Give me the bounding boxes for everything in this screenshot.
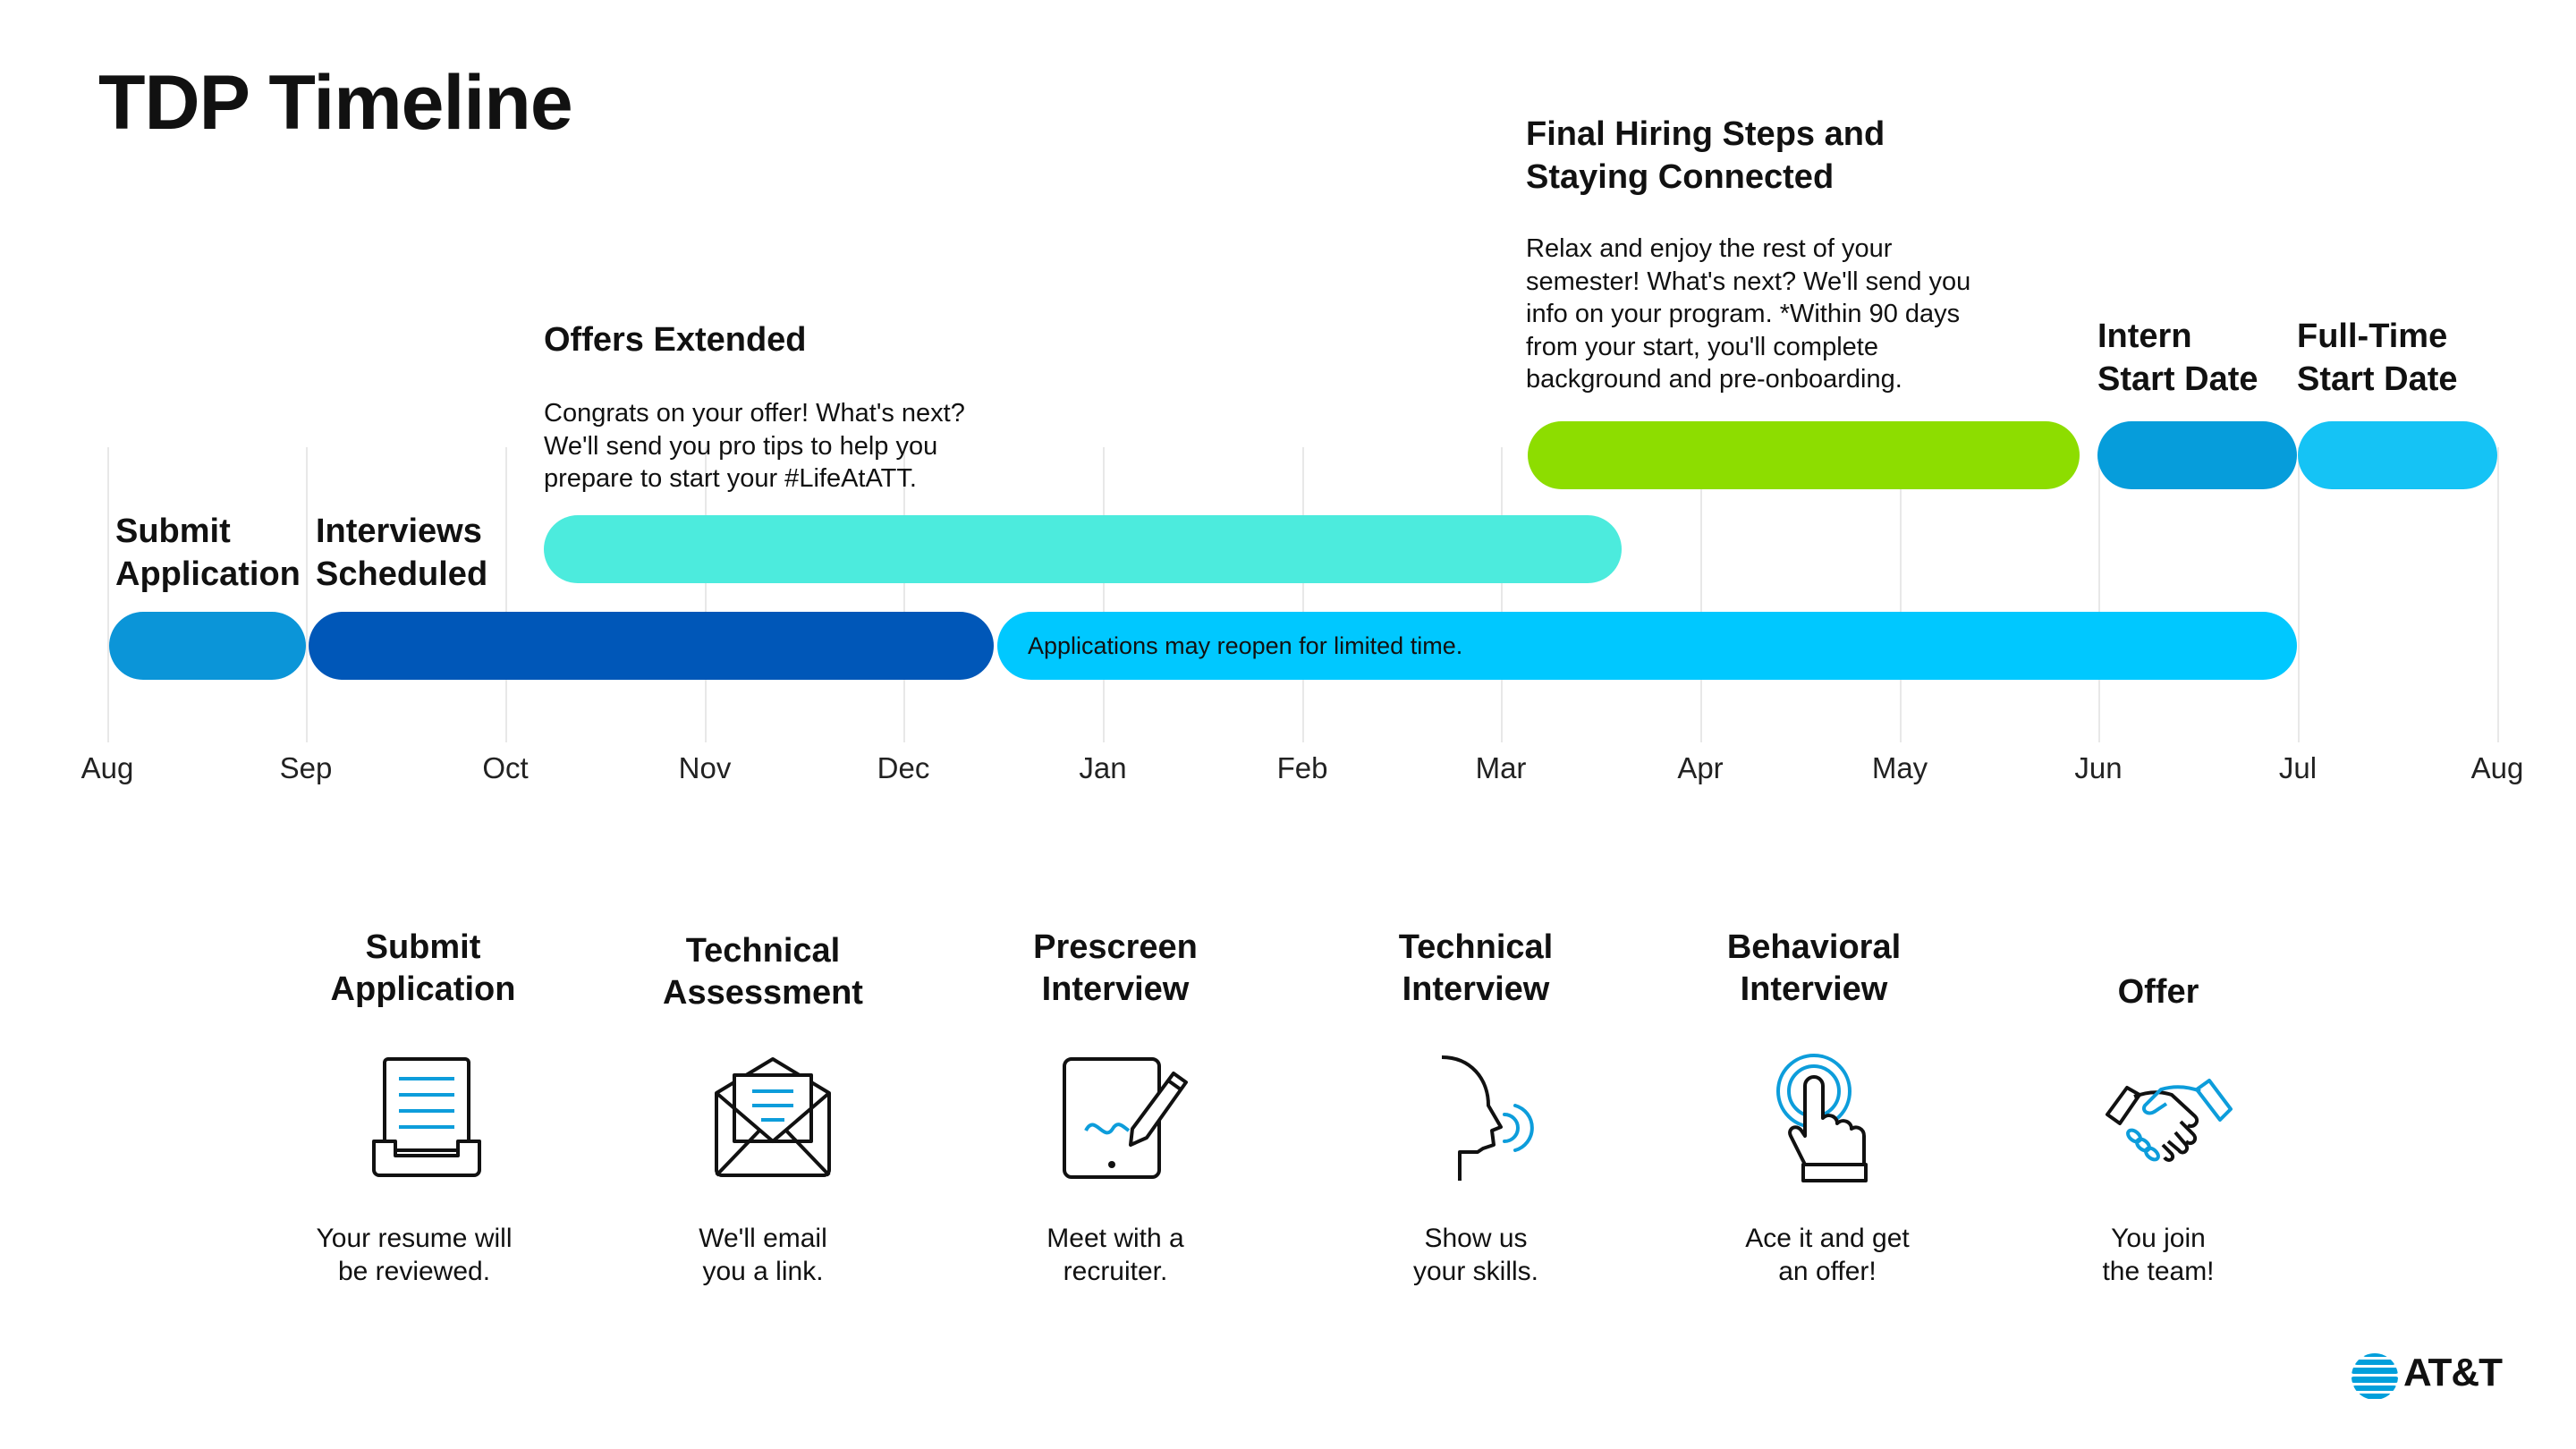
step-title: Prescreen Interview (1033, 928, 1198, 1008)
final-hiring-bar (1528, 421, 2080, 489)
tap-hand-icon (1776, 1054, 1868, 1182)
step-description: Meet with a recruiter. (1046, 1224, 1184, 1286)
att-globe-icon (2351, 1353, 2398, 1399)
month-label: Aug (2470, 751, 2524, 784)
att-logo-text: AT&T (2403, 1351, 2503, 1394)
fulltime-start-bar (2298, 421, 2497, 489)
resume-tray-icon (372, 1057, 481, 1177)
handshake-icon (2106, 1079, 2233, 1162)
offers-extended-heading: Offers Extended (544, 321, 807, 359)
applications-reopen-bar: Applications may reopen for limited time… (997, 612, 2297, 680)
month-label: Dec (877, 751, 930, 784)
month-label: Oct (482, 751, 529, 784)
offers-extended-text: Congrats on your offer! What's next? We'… (544, 399, 965, 493)
step-description: Ace it and get an offer! (1745, 1224, 1910, 1286)
page-title: TDP Timeline (98, 60, 573, 146)
submit-application-heading: Submit Application (115, 513, 301, 593)
step-description: We'll email you a link. (699, 1224, 827, 1286)
month-label: Sep (279, 751, 333, 784)
offers-extended-bar (544, 515, 1622, 583)
interviews-scheduled-bar (309, 612, 994, 680)
tablet-pen-icon (1063, 1057, 1188, 1179)
step-description: Your resume will be reviewed. (316, 1224, 513, 1286)
step-title: Behavioral Interview (1726, 928, 1902, 1008)
month-label: May (1871, 751, 1928, 784)
month-label: Jul (2278, 751, 2318, 784)
interviews-scheduled-heading: Interviews Scheduled (316, 513, 488, 593)
month-label: Apr (1677, 751, 1724, 784)
applications-reopen-text: Applications may reopen for limited time… (1028, 632, 1463, 659)
fulltime-start-heading: Full-Time Start Date (2297, 318, 2458, 398)
intern-start-bar (2097, 421, 2297, 489)
step-description: Show us your skills. (1412, 1224, 1539, 1286)
step-title: Technical Assessment (663, 932, 863, 1012)
month-label: Jan (1079, 751, 1127, 784)
month-label: Jun (2074, 751, 2123, 784)
step-title: Submit Application (330, 928, 516, 1008)
final-hiring-text: Relax and enjoy the rest of your semeste… (1526, 234, 1971, 394)
month-label: Feb (1276, 751, 1328, 784)
submit-application-bar (109, 612, 306, 680)
envelope-letter-icon (715, 1057, 831, 1177)
step-title: Offer (2117, 973, 2199, 1011)
final-hiring-heading: Final Hiring Steps and Staying Connected (1526, 115, 1885, 196)
step-description: You join the team! (2102, 1224, 2215, 1286)
step-title: Technical Interview (1398, 928, 1554, 1008)
speaking-head-icon (1441, 1055, 1534, 1181)
month-label: Nov (678, 751, 732, 784)
intern-start-heading: Intern Start Date (2097, 318, 2258, 398)
month-label: Mar (1475, 751, 1527, 784)
month-label: Aug (80, 751, 134, 784)
